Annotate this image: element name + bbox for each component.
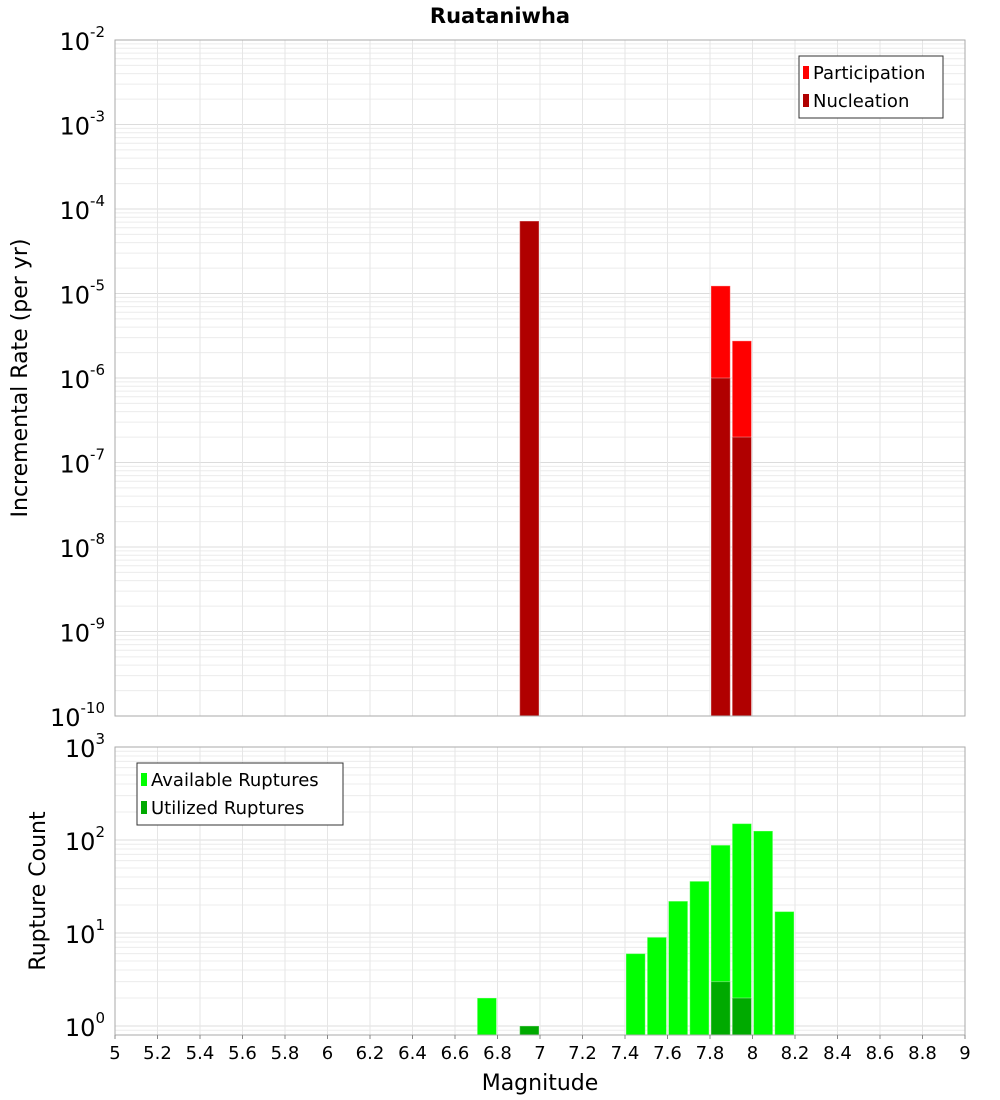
legend-label: Available Ruptures [151, 770, 319, 791]
legend-box [136, 762, 344, 826]
legend-label: Participation [813, 63, 925, 84]
x-tick-label: 9 [959, 1043, 970, 1064]
y-tick-label: 10-9 [59, 615, 105, 648]
x-tick-label: 8 [747, 1043, 758, 1064]
top-y-axis-label: Incremental Rate (per yr) [8, 239, 33, 518]
legend-swatch [803, 66, 809, 79]
x-tick-label: 6.2 [356, 1043, 385, 1064]
y-tick-label: 10-4 [59, 192, 105, 225]
y-tick-label: 10-10 [50, 699, 105, 732]
x-tick-label: 5 [109, 1043, 120, 1064]
bottom-plot: 100 101 102 103 5 5.2 5.4 5.6 5.8 6 6.2 6.4 6.6 6.8 7 7… [65, 730, 971, 1064]
x-tick-label: 8.8 [908, 1043, 937, 1064]
bar-available-ruptures [689, 880, 710, 1036]
legend: Participation Nucleation [798, 55, 944, 119]
x-tick-label: 7.2 [568, 1043, 597, 1064]
legend: Available Ruptures Utilized Ruptures [136, 762, 344, 826]
bar-available-ruptures [625, 953, 646, 1036]
bar-nucleation [710, 377, 731, 717]
y-tick-label: 101 [65, 916, 105, 949]
x-tick-label: 6.8 [483, 1043, 512, 1064]
legend-swatch [141, 801, 147, 814]
legend-swatch [803, 94, 809, 107]
y-tick-label: 103 [65, 730, 105, 763]
x-tick-label: 5.6 [228, 1043, 257, 1064]
x-tick-label: 7.8 [696, 1043, 725, 1064]
bar-utilized-ruptures [519, 1025, 540, 1036]
y-tick-label: 10-5 [59, 277, 105, 310]
x-tick-label: 5.8 [271, 1043, 300, 1064]
x-tick-label: 7.6 [653, 1043, 682, 1064]
bar-utilized-ruptures [731, 997, 752, 1036]
legend-swatch [141, 773, 147, 786]
y-tick-label: 10-2 [59, 23, 105, 56]
x-tick-label: 5.2 [143, 1043, 172, 1064]
y-tick-label: 102 [65, 823, 105, 856]
y-tick-label: 10-6 [59, 361, 105, 394]
x-tick-label: 8.6 [866, 1043, 895, 1064]
y-tick-label: 100 [65, 1009, 105, 1042]
bar-available-ruptures [476, 997, 497, 1036]
bottom-y-axis-label: Rupture Count [26, 811, 51, 971]
top-plot: 10-10 10-9 10-8 10-7 10-6 10-5 10-4 10-3 10-2 Par… [50, 23, 966, 732]
x-tick-label: 8.4 [823, 1043, 852, 1064]
bar-nucleation [519, 220, 540, 717]
bar-nucleation [731, 436, 752, 717]
legend-label: Utilized Ruptures [151, 798, 304, 819]
legend-box [798, 55, 944, 119]
x-axis-label: Magnitude [482, 1071, 599, 1096]
bar-available-ruptures [753, 830, 774, 1036]
x-tick-label: 7 [534, 1043, 545, 1064]
bar-utilized-ruptures [710, 981, 731, 1036]
y-tick-label: 10-7 [59, 446, 105, 479]
plot-border [114, 39, 966, 717]
x-tick-label: 6 [322, 1043, 333, 1064]
x-tick-label: 6.4 [398, 1043, 427, 1064]
x-tick-label: 6.6 [441, 1043, 470, 1064]
legend-label: Nucleation [813, 91, 909, 112]
chart-title: Ruataniwha [430, 4, 570, 28]
x-tick-label: 5.4 [186, 1043, 215, 1064]
x-tick-label: 8.2 [781, 1043, 810, 1064]
bar-available-ruptures [646, 936, 667, 1036]
y-tick-label: 10-3 [59, 108, 105, 141]
y-tick-label: 10-8 [59, 530, 105, 563]
bar-available-ruptures [774, 911, 795, 1036]
bar-available-ruptures [668, 900, 689, 1036]
x-tick-label: 7.4 [611, 1043, 640, 1064]
